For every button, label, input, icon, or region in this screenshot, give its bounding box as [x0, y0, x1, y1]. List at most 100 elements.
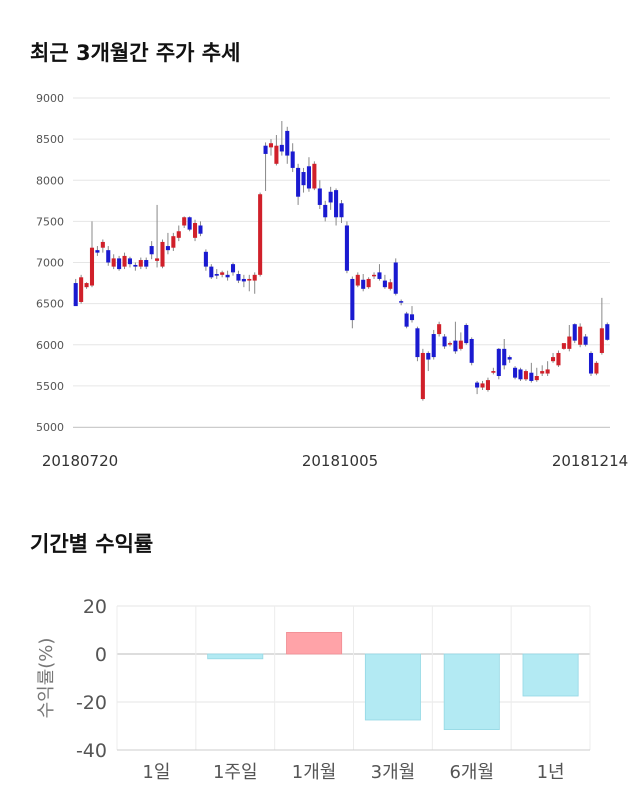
candle-body — [485, 380, 490, 390]
candle-body — [344, 225, 349, 271]
candle-body — [84, 283, 89, 288]
candle-body — [458, 340, 463, 349]
category-label: 6개월 — [449, 762, 494, 783]
candle-body — [214, 274, 219, 276]
category-label: 1개월 — [292, 762, 337, 783]
candle-body — [518, 369, 523, 380]
y-tick-label: 5000 — [36, 421, 64, 434]
candle-body — [79, 277, 84, 302]
candle-body — [279, 144, 284, 152]
candle-body — [220, 272, 225, 275]
candle-body — [437, 324, 442, 335]
y-tick-label: 9000 — [36, 92, 64, 105]
candle-body — [578, 326, 583, 345]
candle-body — [350, 278, 355, 321]
candle-body — [100, 241, 105, 248]
candle-body — [594, 362, 599, 374]
candle-body — [225, 274, 230, 278]
candle-body — [372, 274, 377, 277]
candle-body — [399, 301, 404, 303]
candle-body — [480, 383, 485, 388]
candle-body — [312, 163, 317, 189]
candle-body — [442, 336, 447, 347]
candle-body — [583, 336, 588, 345]
candle-body — [263, 145, 268, 154]
candle-body — [138, 260, 143, 267]
candle-body — [187, 217, 192, 230]
candle-body — [588, 352, 594, 374]
y-tick-label: 0 — [95, 644, 107, 666]
candle-body — [252, 274, 257, 281]
candle-body — [176, 231, 181, 238]
candle-body — [144, 260, 149, 267]
y-axis-title: 수익률(%) — [36, 638, 57, 719]
price-trend-chart: 9000 8500 8000 7500 7000 6500 6000 5500 5000 2018… — [36, 92, 628, 470]
candle-body — [507, 357, 512, 360]
candle-body — [198, 225, 203, 234]
candle-body — [127, 258, 132, 265]
x-tick-label: 20181214 — [552, 452, 628, 470]
candle-body — [155, 258, 160, 261]
candle-body — [540, 371, 545, 374]
category-label: 1년 — [537, 762, 565, 783]
candle-body — [431, 334, 436, 358]
candle-body — [209, 266, 214, 278]
candle-body — [230, 264, 236, 273]
candle-body — [556, 352, 561, 366]
y-tick-label: 5500 — [36, 380, 64, 393]
candle-body — [447, 343, 453, 345]
candle-body — [95, 250, 100, 253]
candle-body — [306, 166, 311, 189]
candle-body — [453, 340, 458, 352]
candle-body — [355, 274, 360, 286]
candle-body — [258, 194, 263, 275]
candle-body — [323, 204, 328, 218]
candle-body — [567, 336, 572, 349]
candle-body — [513, 367, 518, 378]
candle-body — [106, 250, 111, 263]
candle-body — [236, 274, 241, 281]
candle-body — [529, 372, 534, 381]
candle-body — [203, 251, 208, 267]
candle-body — [160, 241, 165, 267]
candle-body — [469, 338, 474, 363]
candle-body — [247, 278, 252, 281]
candle-body — [534, 376, 539, 381]
candle-body — [393, 262, 398, 294]
candle-body — [328, 191, 333, 203]
period-return-title: 기간별 수익률 — [30, 532, 154, 556]
candle-body — [73, 283, 78, 307]
return-bar — [286, 632, 343, 655]
candle-body — [89, 247, 95, 286]
y-tick-label: -40 — [76, 740, 107, 762]
return-bar — [443, 653, 500, 730]
candle-body — [382, 280, 387, 288]
price-trend-title: 최근 3개월간 주가 추세 — [30, 41, 241, 65]
candle-body — [317, 188, 322, 205]
y-tick-label: 6500 — [36, 298, 64, 311]
candle-body — [599, 328, 604, 353]
candle-body — [117, 258, 122, 270]
return-bar — [207, 653, 264, 660]
y-tick-label: 8000 — [36, 174, 64, 187]
candle-body — [388, 282, 393, 289]
candle-body — [334, 190, 339, 218]
candle-body — [475, 382, 480, 388]
candle-body — [561, 343, 566, 349]
candle-body — [301, 172, 306, 186]
category-label: 1주일 — [213, 762, 258, 783]
candle-body — [415, 328, 420, 358]
candle-body — [523, 371, 528, 380]
candle-body — [274, 145, 279, 164]
x-tick-label: 20180720 — [42, 452, 118, 470]
candle-body — [149, 246, 154, 255]
candle-body — [502, 348, 507, 366]
candle-body — [296, 167, 301, 197]
category-label: 1일 — [142, 762, 170, 783]
candle-body — [290, 151, 295, 168]
candle-body — [572, 324, 577, 341]
candle-body — [377, 272, 382, 279]
candle-body — [285, 130, 290, 156]
candle-body — [339, 203, 344, 218]
candle-body — [545, 369, 550, 374]
